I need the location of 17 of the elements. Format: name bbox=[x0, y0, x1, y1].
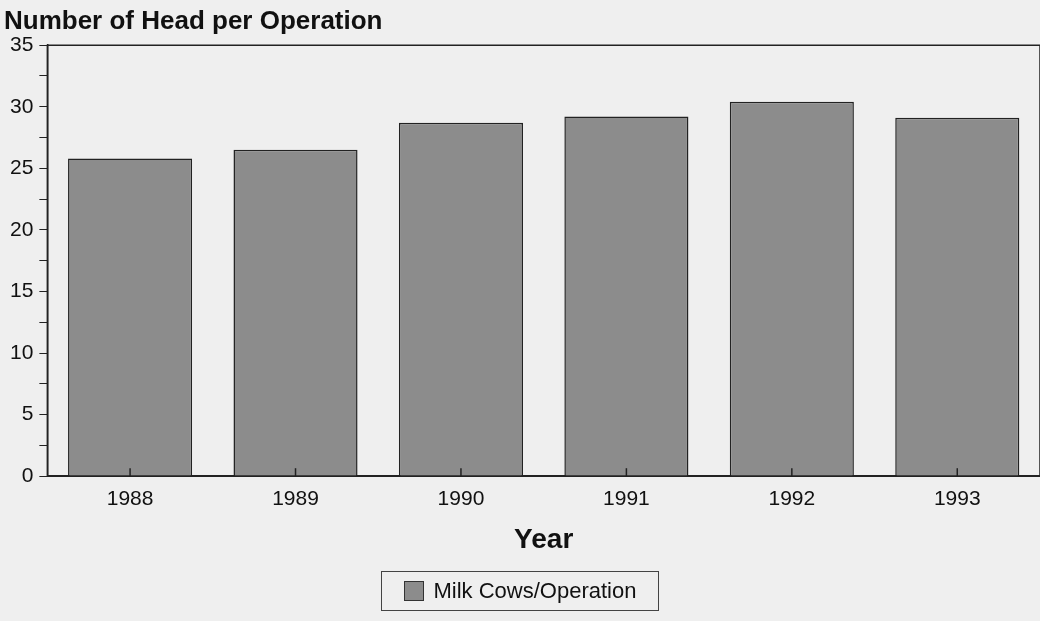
x-tick-label: 1988 bbox=[106, 485, 154, 509]
y-tick-label: 30 bbox=[10, 93, 34, 117]
x-tick-label: 1993 bbox=[933, 485, 981, 509]
x-axis-title: Year bbox=[514, 522, 574, 554]
y-tick-label: 15 bbox=[10, 278, 34, 302]
x-tick-label: 1990 bbox=[437, 485, 485, 509]
x-tick-label: 1991 bbox=[603, 485, 650, 509]
text: Milk Cows/Operation bbox=[433, 578, 637, 604]
x-tick-label: 1992 bbox=[768, 485, 816, 509]
x-tick-label: 1989 bbox=[272, 485, 319, 509]
y-tick-label: 0 bbox=[21, 463, 34, 486]
y-tick-label: 20 bbox=[10, 216, 34, 240]
chart-title: Number of Head per Operation bbox=[4, 4, 383, 35]
y-tick-label: 5 bbox=[21, 401, 34, 425]
y-tick-label: 25 bbox=[10, 155, 34, 179]
y-tick-label: 35 bbox=[10, 32, 34, 55]
y-tick-label: 10 bbox=[10, 339, 34, 363]
